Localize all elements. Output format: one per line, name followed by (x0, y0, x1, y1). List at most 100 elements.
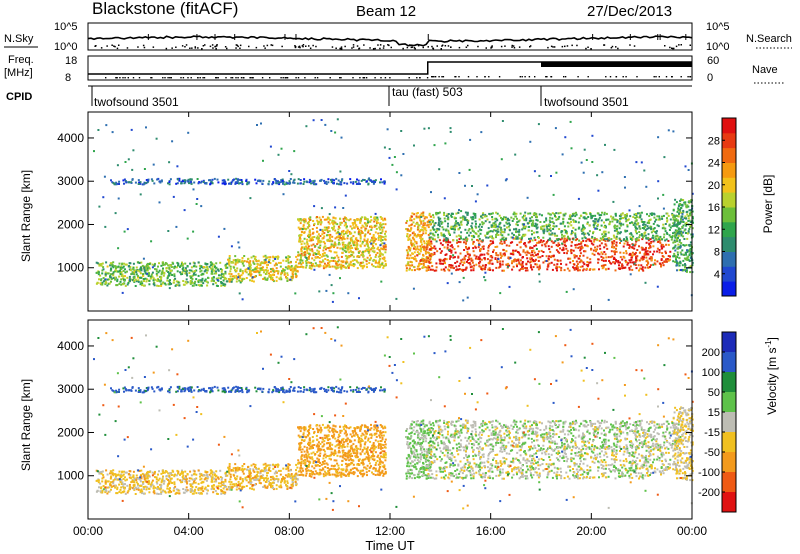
echo-cell (312, 243, 315, 246)
echo-cell (685, 232, 687, 234)
echo-cell (622, 251, 625, 254)
nave-dot (284, 77, 286, 79)
echo-cell (333, 220, 336, 223)
echo-cell-sparse (624, 186, 626, 189)
noise-search-dot (235, 47, 237, 49)
echo-cell (531, 221, 534, 224)
echo-cell (232, 261, 235, 264)
echo-cell (550, 255, 553, 258)
echo-cell (285, 181, 288, 184)
echo-cell (534, 239, 537, 241)
echo-cell (305, 245, 308, 248)
noise-search-dot (212, 47, 214, 49)
echo-cell-sparse (538, 273, 541, 276)
echo-cell (442, 239, 445, 242)
echo-cell (470, 235, 473, 237)
echo-cell (465, 247, 468, 249)
power-colorbar-swatch (722, 207, 736, 223)
echo-cell (293, 267, 296, 270)
echo-cell (259, 269, 262, 272)
echo-cell (579, 265, 582, 268)
echo-cell (650, 241, 653, 243)
echo-cell (314, 252, 317, 255)
echo-cell-sparse (458, 209, 460, 212)
echo-cell (452, 256, 455, 259)
echo-cell (502, 236, 505, 239)
echo-cell (597, 252, 600, 255)
echo-cell (380, 226, 383, 229)
echo-cell (448, 264, 451, 266)
echo-cell (543, 243, 546, 246)
echo-cell (689, 244, 692, 247)
echo-cell (540, 239, 543, 242)
echo-cell (340, 266, 343, 269)
echo-cell (267, 269, 269, 272)
echo-cell (247, 182, 250, 185)
nave-dot (384, 77, 387, 79)
echo-cell (249, 264, 252, 267)
echo-cell (489, 259, 492, 262)
echo-cell (638, 251, 641, 254)
echo-cell (635, 232, 638, 235)
echo-cell (556, 263, 559, 266)
echo-cell (137, 276, 139, 279)
echo-cell (349, 231, 352, 234)
echo-cell (556, 269, 558, 272)
echo-cell (664, 250, 667, 253)
echo-cell (636, 249, 639, 251)
echo-cell (356, 226, 359, 228)
echo-cell (362, 250, 365, 253)
echo-cell-sparse (251, 276, 254, 279)
echo-cell (583, 217, 586, 220)
echo-cell (303, 178, 306, 181)
echo-cell (307, 245, 310, 248)
echo-cell (607, 239, 610, 242)
nave-dot (365, 77, 368, 79)
echo-cell (303, 218, 306, 221)
echo-cell (441, 221, 444, 224)
noise-search-dot (236, 44, 238, 47)
echo-cell-sparse (400, 130, 403, 132)
echo-cell (156, 284, 159, 287)
cpid-label: CPID (6, 91, 32, 103)
echo-cell (252, 260, 255, 263)
echo-cell (200, 279, 203, 282)
echo-cell (531, 216, 533, 219)
cpid-segment-2: tau (fast) 503 (392, 85, 463, 99)
echo-cell (535, 263, 538, 266)
echo-cell (623, 238, 626, 241)
echo-cell (680, 218, 682, 221)
echo-cell (202, 282, 205, 285)
echo-cell (450, 225, 453, 228)
echo-cell (349, 178, 352, 181)
echo-cell (129, 269, 132, 272)
echo-cell (600, 219, 603, 222)
echo-cell (200, 269, 203, 272)
noise-search-dot (610, 47, 613, 49)
echo-cell (548, 228, 551, 231)
echo-cell (336, 266, 339, 269)
echo-cell (524, 233, 527, 236)
echo-cell (275, 276, 278, 279)
noise-search-dot (441, 45, 443, 47)
echo-cell (416, 228, 419, 231)
noise-search-dot (106, 45, 108, 47)
echo-cell (521, 256, 524, 259)
echo-cell (572, 214, 574, 217)
echo-cell (443, 211, 446, 214)
echo-cell (134, 181, 137, 184)
echo-cell (383, 246, 386, 248)
echo-cell (650, 214, 653, 216)
echo-cell (353, 231, 356, 234)
echo-cell (112, 266, 115, 269)
echo-cell (448, 265, 451, 268)
echo-cell (496, 232, 499, 235)
echo-cell (425, 240, 428, 243)
echo-cell (514, 215, 517, 218)
echo-cell (248, 181, 251, 184)
echo-cell (233, 266, 236, 269)
echo-cell (532, 254, 535, 257)
echo-cell (643, 221, 646, 223)
echo-cell (661, 217, 664, 220)
